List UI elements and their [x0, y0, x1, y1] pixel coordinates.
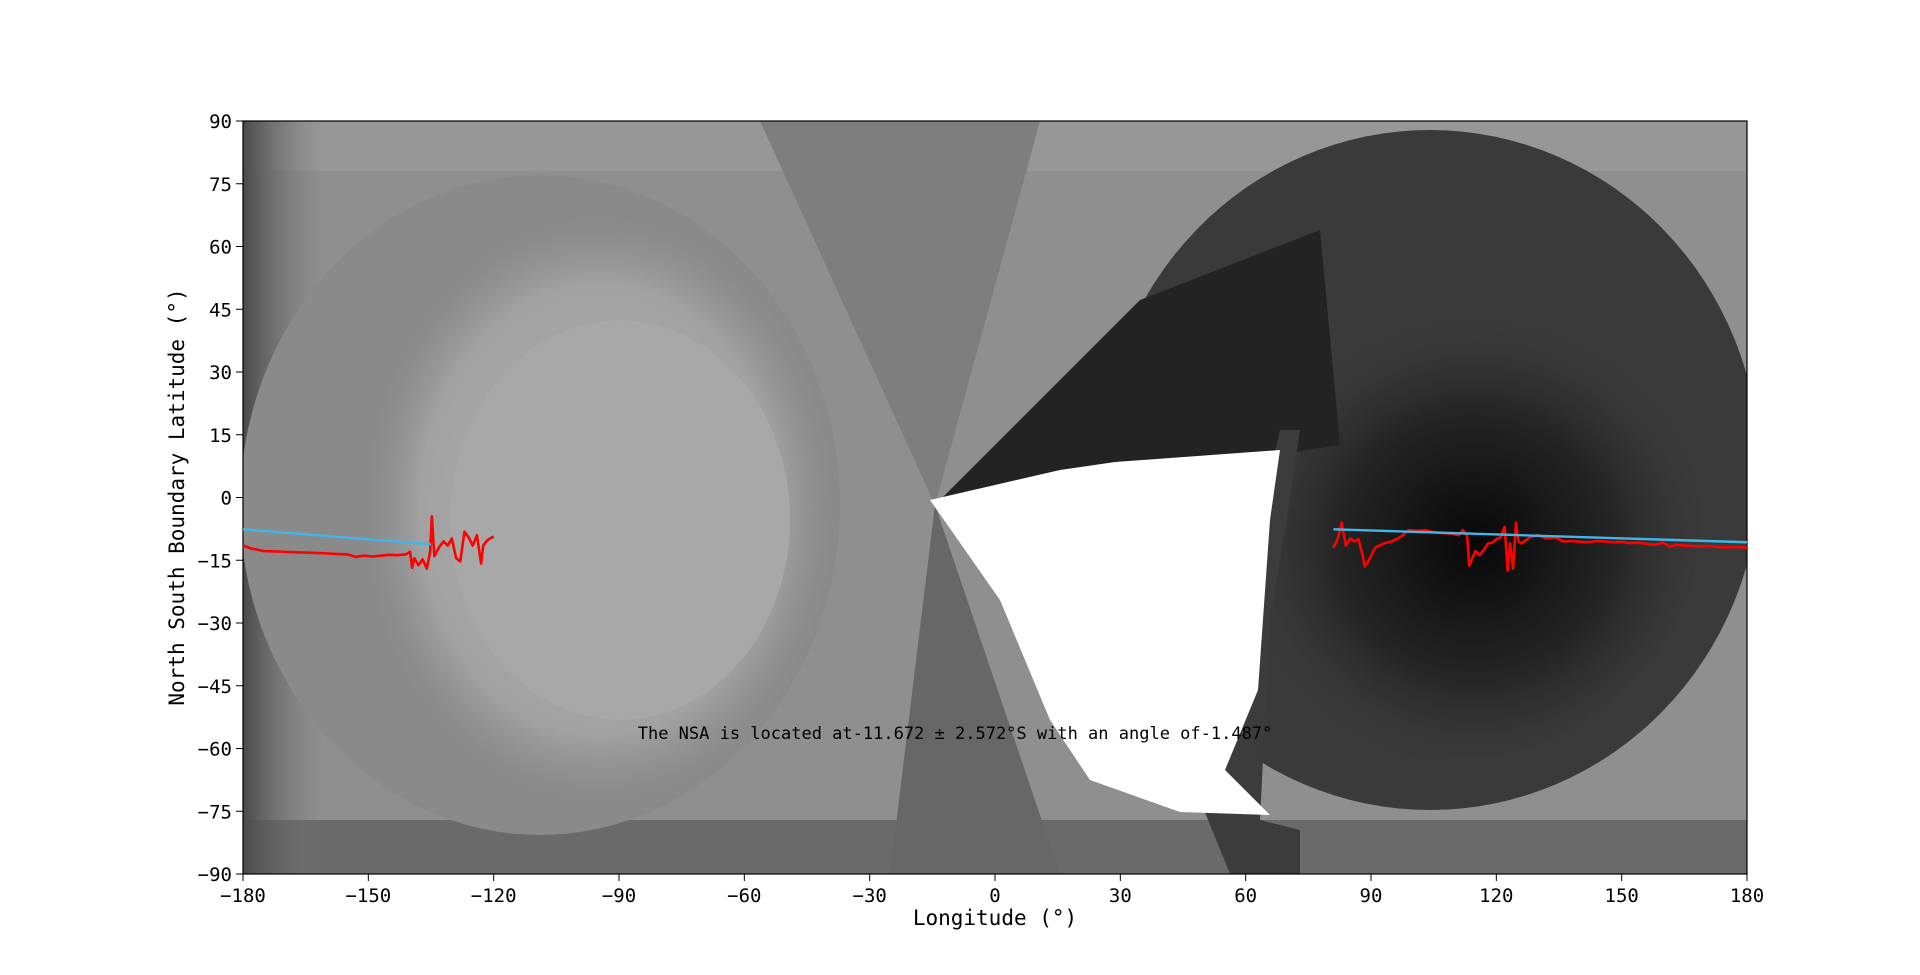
x-axis: −180 −150 −120 −90 −60 −30 0 30 60 90 120 150 180	[220, 874, 1764, 907]
blue-fit-line-0	[243, 528, 432, 546]
x-tick-label: 120	[1479, 885, 1513, 907]
nsa-annotation: The NSA is located at-11.672 ± 2.572°S w…	[638, 724, 1273, 744]
y-tick-label: 90	[209, 111, 232, 133]
x-tick-label: −60	[727, 885, 761, 907]
y-tick-label: 75	[209, 174, 232, 196]
y-tick-label: 60	[209, 237, 232, 259]
y-tick-label: −90	[198, 864, 232, 886]
x-tick-label: −180	[220, 885, 266, 907]
series-layer	[243, 515, 1747, 573]
x-tick-label: 0	[989, 885, 1000, 907]
y-tick-label: 0	[221, 488, 232, 510]
red-boundary-line-1	[1332, 521, 1747, 573]
blue-fit-line-1	[1333, 528, 1747, 544]
x-tick-label: −120	[471, 885, 517, 907]
y-tick-label: 30	[209, 362, 232, 384]
y-tick-label: 45	[209, 299, 232, 321]
x-tick-label: 150	[1605, 885, 1639, 907]
x-tick-label: 180	[1730, 885, 1764, 907]
y-tick-label: −60	[198, 739, 232, 761]
red-boundary-line-0	[243, 515, 495, 570]
y-axis-label: North South Boundary Latitude (°)	[165, 288, 189, 705]
y-tick-label: −75	[198, 801, 232, 823]
x-tick-label: −150	[345, 885, 391, 907]
y-axis: −90 −75 −60 −45 −30 −15 0 15 30 45 60 75 90	[198, 111, 243, 886]
y-tick-label: −45	[198, 676, 232, 698]
x-tick-label: −30	[853, 885, 887, 907]
grayscale-background-map	[243, 121, 1747, 874]
x-axis-label: Longitude (°)	[913, 906, 1077, 930]
y-tick-label: 15	[209, 425, 232, 447]
x-tick-label: −90	[602, 885, 636, 907]
x-tick-label: 30	[1109, 885, 1132, 907]
y-tick-label: −15	[198, 550, 232, 572]
y-tick-label: −30	[198, 613, 232, 635]
x-tick-label: 90	[1360, 885, 1383, 907]
x-tick-label: 60	[1234, 885, 1257, 907]
